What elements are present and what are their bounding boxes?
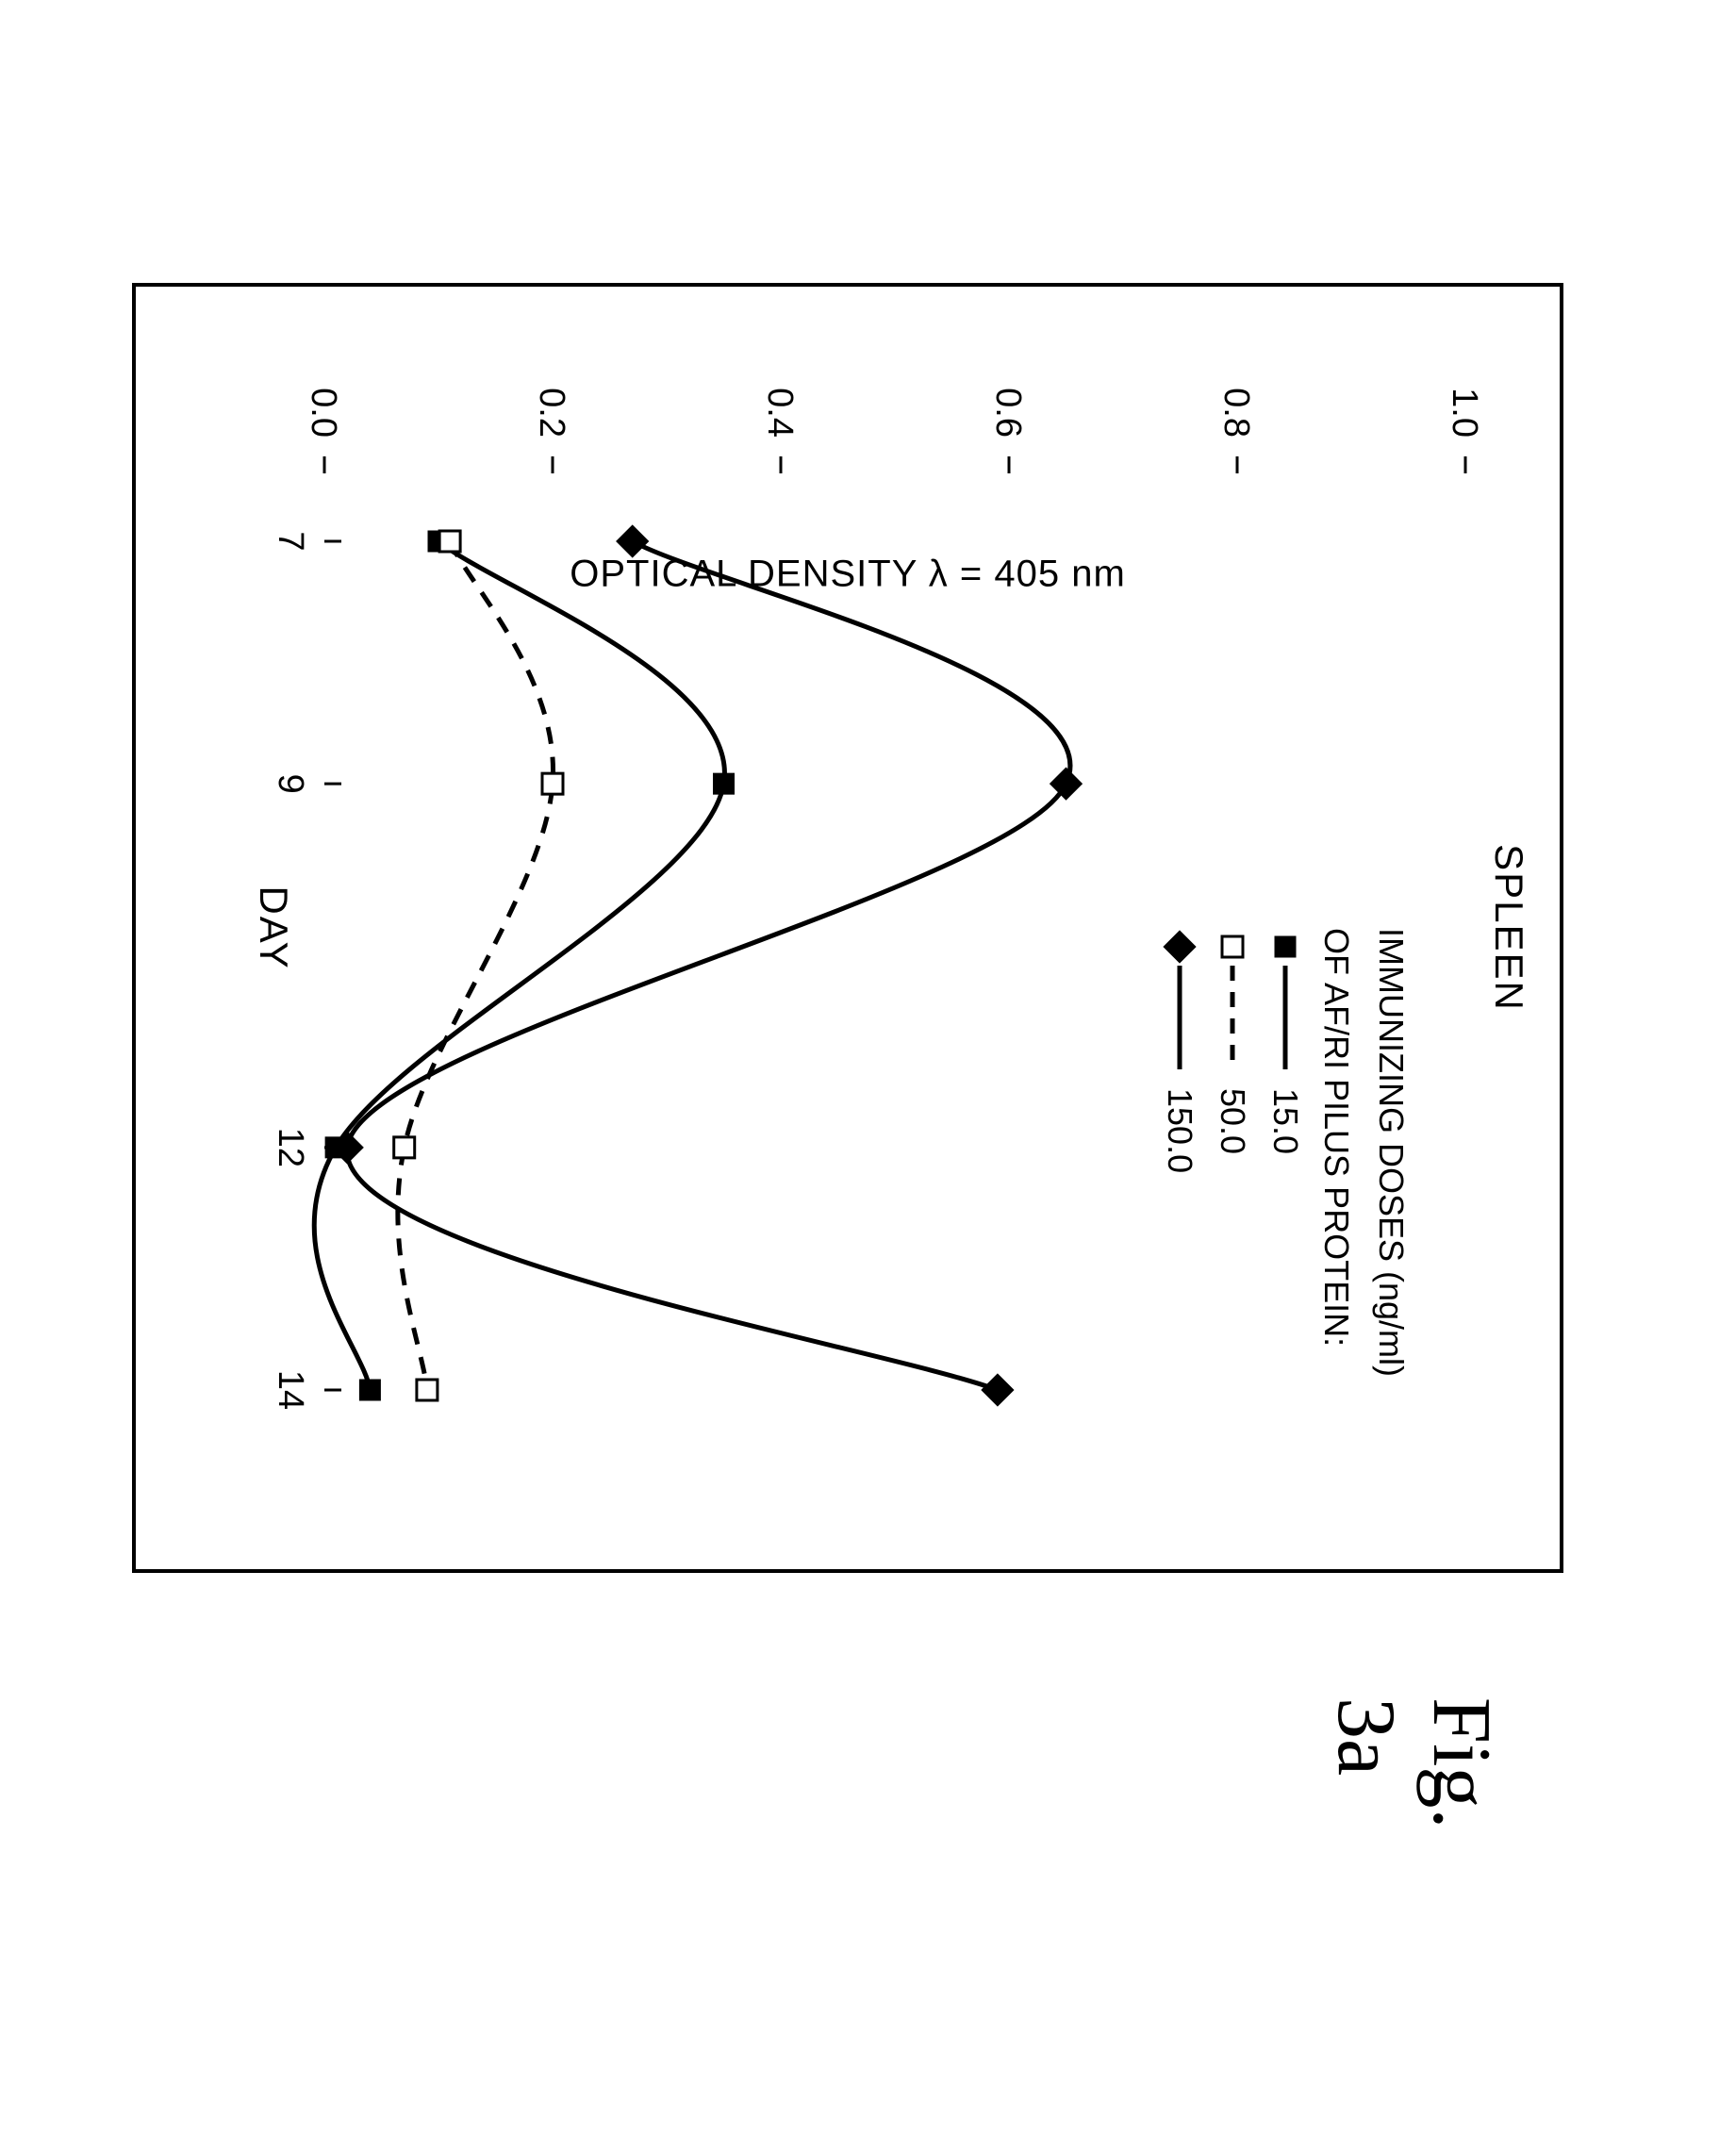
page: SPLEEN OPTICAL DENSITY λ = 405 nm 0.00.2…	[0, 0, 1736, 2134]
legend-row: 50.0	[1213, 928, 1252, 1154]
legend-marker-1	[1214, 928, 1251, 1079]
legend-row: 150.0	[1160, 928, 1199, 1173]
y-tick-label: 1.0	[1445, 388, 1484, 438]
legend-marker-2	[1161, 928, 1199, 1079]
y-tick-label: 0.8	[1216, 388, 1256, 438]
figure-caption: Fig. 3a	[1318, 1697, 1509, 1925]
legend-title-line1: IMMUNIZING DOSES (ng/ml)	[1364, 928, 1418, 1377]
y-tick-label: 0.2	[532, 388, 571, 438]
chart-title: SPLEEN	[1486, 287, 1531, 1569]
y-tick-label: 0.6	[988, 388, 1028, 438]
legend-title-line2: OF AF/RI PILUS PROTEIN:	[1309, 928, 1364, 1347]
legend-marker-0	[1266, 928, 1304, 1079]
y-tick-label: 0.0	[304, 388, 343, 438]
legend-label: 15.0	[1265, 1088, 1305, 1154]
legend-label: 150.0	[1160, 1088, 1199, 1173]
legend-label: 50.0	[1213, 1088, 1252, 1154]
legend-row: 15.0	[1265, 928, 1305, 1154]
x-axis-label: DAY	[251, 287, 296, 1569]
chart-frame: SPLEEN OPTICAL DENSITY λ = 405 nm 0.00.2…	[132, 283, 1563, 1573]
series-line-2	[347, 541, 1070, 1390]
y-tick-label: 0.4	[760, 388, 800, 438]
